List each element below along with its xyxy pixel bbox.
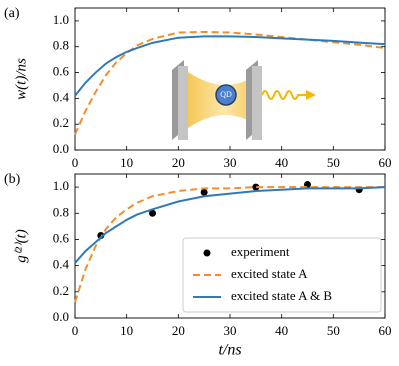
y-tick-label: 0.4 bbox=[53, 257, 70, 272]
y-tick-label: 0.2 bbox=[53, 115, 69, 130]
y-tick-label: 1.0 bbox=[53, 12, 69, 27]
y-axis-label: g⁽²⁾(t) bbox=[13, 229, 29, 263]
series-line bbox=[74, 30, 386, 135]
data-point bbox=[252, 183, 260, 191]
y-tick-label: 0.8 bbox=[53, 204, 69, 219]
data-point bbox=[149, 209, 156, 217]
series-line bbox=[74, 186, 386, 264]
y-tick-label: 0.0 bbox=[53, 309, 69, 324]
x-tick-label: 0 bbox=[72, 155, 79, 170]
plot-frame bbox=[74, 7, 386, 151]
x-tick-label: 10 bbox=[120, 323, 133, 338]
data-point bbox=[200, 188, 208, 196]
mirror-left-face bbox=[178, 66, 188, 140]
quantum-dot bbox=[215, 84, 237, 106]
x-tick-label: 10 bbox=[120, 155, 133, 170]
photon-arrow bbox=[306, 90, 316, 100]
x-tick-label: 60 bbox=[379, 155, 392, 170]
emitted-photon bbox=[261, 90, 308, 100]
quantum-dot-label: QD bbox=[220, 90, 232, 99]
y-tick-label: 0.8 bbox=[53, 38, 69, 53]
x-tick-label: 40 bbox=[275, 155, 288, 170]
y-tick-label: 1.0 bbox=[53, 178, 69, 193]
cavity-illustration: QD bbox=[172, 60, 316, 140]
x-tick-label: 20 bbox=[172, 155, 185, 170]
x-tick-label: 30 bbox=[224, 323, 237, 338]
y-tick-label: 0.4 bbox=[53, 89, 70, 104]
panel-label: (a) bbox=[4, 6, 20, 21]
series-line bbox=[74, 35, 386, 97]
legend-label: excited state A & B bbox=[231, 288, 332, 303]
x-tick-label: 0 bbox=[72, 323, 79, 338]
y-tick-label: 0.2 bbox=[53, 283, 69, 298]
x-tick-label: 40 bbox=[275, 323, 288, 338]
panel-label: (b) bbox=[4, 172, 21, 187]
y-tick-label: 0.6 bbox=[53, 64, 70, 79]
x-axis-label: t/ns bbox=[218, 342, 241, 359]
y-tick-label: 0.6 bbox=[53, 230, 70, 245]
x-tick-label: 60 bbox=[379, 323, 392, 338]
x-tick-label: 50 bbox=[327, 155, 340, 170]
data-point bbox=[97, 232, 105, 240]
legend-marker bbox=[203, 249, 211, 257]
x-tick-label: 20 bbox=[172, 323, 185, 338]
legend-box bbox=[182, 237, 382, 313]
y-axis-label: w(t)/ns bbox=[13, 58, 29, 100]
x-tick-label: 30 bbox=[224, 155, 237, 170]
legend-label: experiment bbox=[231, 244, 290, 259]
series-line bbox=[74, 186, 385, 303]
y-tick-label: 0.0 bbox=[53, 141, 69, 156]
legend-label: excited state A bbox=[231, 266, 308, 281]
mirror-right-face bbox=[252, 66, 262, 140]
x-tick-label: 50 bbox=[327, 323, 340, 338]
